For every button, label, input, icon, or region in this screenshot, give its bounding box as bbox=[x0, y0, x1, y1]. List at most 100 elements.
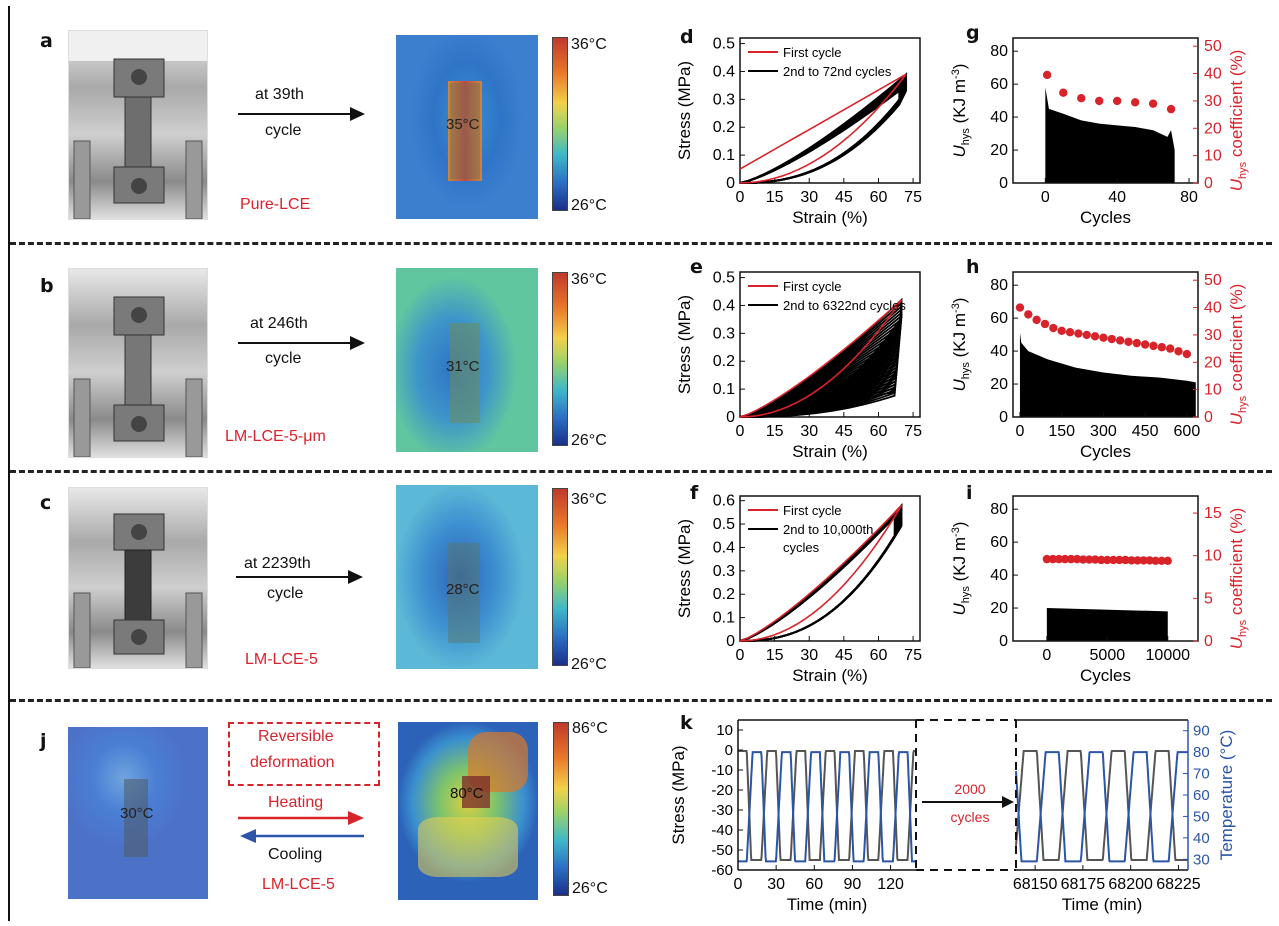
sample-photo bbox=[68, 30, 208, 220]
series-coefficient-point bbox=[1048, 554, 1058, 564]
series-coefficient-point bbox=[1127, 556, 1136, 565]
y-right-tick-label: 50 bbox=[1204, 38, 1222, 55]
arrow-label-bottom: cycle bbox=[265, 350, 302, 367]
x-tick-label: 75 bbox=[904, 647, 922, 664]
x-tick-label: 60 bbox=[870, 189, 888, 206]
plot-frame bbox=[1012, 495, 1199, 642]
series-coefficient-point bbox=[1066, 554, 1076, 564]
series-coefficient-point bbox=[1065, 327, 1075, 337]
y-tick-label: 0.3 bbox=[713, 563, 735, 580]
x-tick-label: 30 bbox=[800, 423, 818, 440]
series-coefficient-point bbox=[1072, 554, 1082, 564]
heating-label: Heating bbox=[268, 794, 324, 811]
thermal-image: 30°C bbox=[68, 727, 208, 899]
x-tick-label: 15 bbox=[766, 647, 784, 664]
y-tick-label: 0 bbox=[726, 409, 735, 426]
y-tick-label: -40 bbox=[711, 822, 733, 839]
reversible-box bbox=[228, 722, 380, 786]
y-tick-label: 0.1 bbox=[713, 147, 735, 164]
y-tick-label: 0 bbox=[999, 409, 1008, 426]
plot-frame bbox=[739, 495, 921, 642]
x-axis-label: Time (min) bbox=[1062, 895, 1143, 914]
series-coefficient-point bbox=[1174, 347, 1183, 356]
series-coefficient-point bbox=[1042, 554, 1052, 564]
y-tick-label: 60 bbox=[990, 310, 1008, 327]
y-right-tick-label: 30 bbox=[1204, 93, 1222, 110]
series-coefficient-point bbox=[1082, 330, 1091, 340]
series-coefficient-point bbox=[1091, 555, 1100, 564]
row-separator bbox=[10, 470, 1272, 473]
plot-frame bbox=[1012, 37, 1199, 184]
panel-label-j: j bbox=[40, 730, 47, 752]
x-tick-label: 120 bbox=[877, 876, 904, 893]
series-coefficient-point bbox=[1132, 338, 1141, 348]
y-tick-label: 0.3 bbox=[713, 91, 735, 108]
arrow-label-bottom: cycle bbox=[267, 585, 304, 602]
plot-frame bbox=[1012, 271, 1199, 418]
chart-k: 0 30 60 90 120 -60 -50 -40 -30 -20 -10 0 10 Time (min… bbox=[669, 719, 1236, 914]
x-tick-label: 30 bbox=[800, 189, 818, 206]
colorbar-min: 26°C bbox=[571, 432, 607, 449]
series-coefficient-point bbox=[1015, 303, 1025, 312]
sample-photo bbox=[68, 268, 208, 458]
series-coefficient-point bbox=[1059, 88, 1068, 97]
y-tick-label: 0.2 bbox=[713, 353, 735, 370]
y-tick-label: 0 bbox=[726, 175, 735, 192]
y-right-tick-label: 0 bbox=[1204, 633, 1213, 650]
clamp-illustration bbox=[69, 31, 207, 219]
series-coefficient-point bbox=[1139, 556, 1148, 565]
x-tick-label: 90 bbox=[844, 876, 862, 893]
y-tick-label: 0.5 bbox=[713, 516, 735, 533]
plot-frame bbox=[739, 37, 921, 184]
series-coefficient-point bbox=[1097, 555, 1106, 565]
series-coefficient-point bbox=[1054, 554, 1064, 564]
series-cycle-loop bbox=[739, 89, 901, 184]
y-tick-label: 60 bbox=[990, 534, 1008, 551]
chart-i: 0 5000 10000 0 20 40 60 80 0 5 10 15 Cycles Uhys (KJ … bbox=[950, 495, 1249, 685]
row-separator bbox=[10, 242, 1272, 245]
y-tick-label: 0.6 bbox=[713, 493, 735, 510]
legend-entry: First cycle bbox=[783, 503, 842, 518]
x-tick-label: 45 bbox=[835, 647, 853, 664]
arrow-label-top: at 2239th bbox=[244, 555, 311, 572]
series-coefficient-point bbox=[1166, 104, 1176, 114]
y-right-tick-label: 40 bbox=[1204, 66, 1222, 83]
series-coefficient-point bbox=[1049, 323, 1058, 333]
y-axis-label: Stress (MPa) bbox=[675, 295, 694, 394]
series-coefficient-point bbox=[1060, 554, 1070, 564]
y-tick-label: 80 bbox=[990, 277, 1008, 294]
colorbar bbox=[553, 722, 569, 896]
y-tick-label: 10 bbox=[716, 722, 733, 739]
colorbar-max: 86°C bbox=[572, 720, 608, 737]
series-coefficient-point bbox=[1099, 333, 1108, 342]
y-tick-label: -20 bbox=[711, 782, 733, 799]
colorbar-min: 26°C bbox=[571, 656, 607, 673]
y-tick-label: 40 bbox=[990, 567, 1008, 584]
x-tick-label: 10000 bbox=[1146, 647, 1191, 664]
series-coefficient-point bbox=[1115, 336, 1125, 345]
y-axis-label: Stress (MPa) bbox=[675, 61, 694, 160]
y-tick-label: 40 bbox=[990, 343, 1008, 360]
x-axis-label: Cycles bbox=[1080, 208, 1131, 227]
x-tick-label: 40 bbox=[1108, 189, 1126, 206]
series-coefficient-point bbox=[1145, 556, 1154, 565]
y-right-tick-label: 20 bbox=[1204, 354, 1222, 371]
sample-photo bbox=[68, 487, 208, 669]
y-tick-label: -30 bbox=[711, 802, 733, 819]
series-coefficient-point bbox=[1157, 343, 1167, 352]
chart-e: 0 15 30 45 60 75 0 0.1 0.2 0.3 0.4 0.5 Strain (%) Str… bbox=[675, 270, 922, 461]
arrow-right-icon bbox=[238, 336, 365, 350]
series-coefficient-point bbox=[1163, 556, 1172, 566]
arrow-label-bottom: cycle bbox=[265, 122, 302, 139]
figure-frame bbox=[8, 6, 1276, 921]
material-label: LM-LCE-5 bbox=[262, 876, 335, 893]
series-coefficient-point bbox=[1130, 98, 1140, 107]
series-first-cycle bbox=[739, 504, 903, 642]
y-tick-label: 0 bbox=[999, 175, 1008, 192]
arrow-right-icon bbox=[1002, 796, 1014, 808]
series-first-cycle bbox=[739, 73, 907, 184]
series-coefficient-point bbox=[1151, 556, 1160, 566]
series-stress bbox=[1015, 750, 1188, 861]
box-label-bottom: deformation bbox=[250, 754, 335, 771]
x-tick-label: 45 bbox=[835, 189, 853, 206]
